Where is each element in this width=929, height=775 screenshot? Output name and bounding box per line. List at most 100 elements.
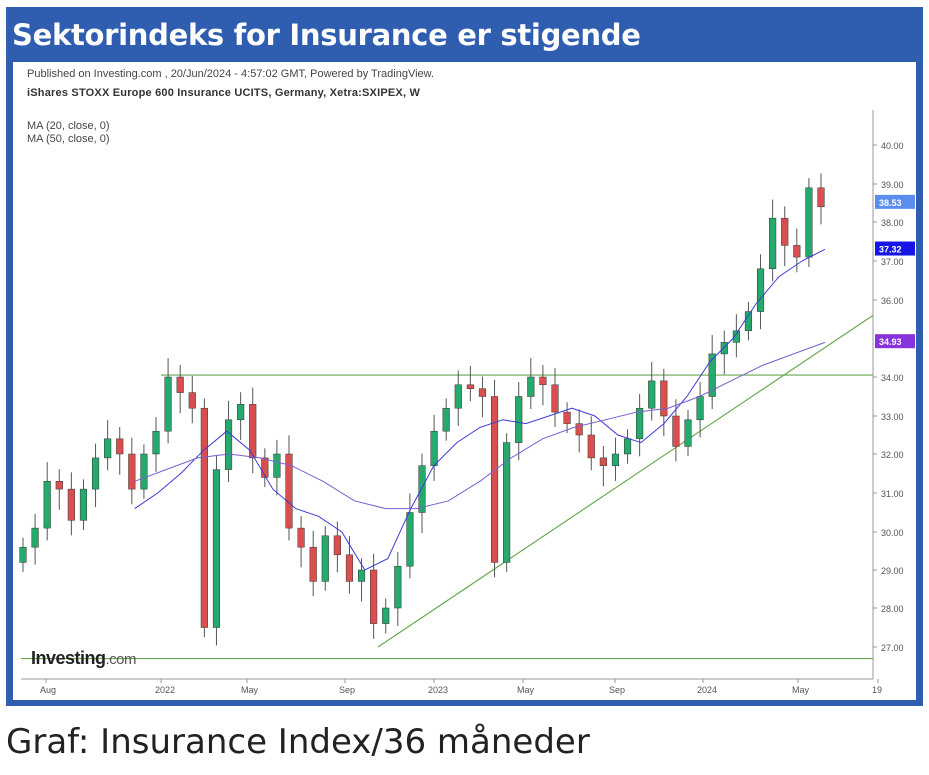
ma20-legend: MA (20, close, 0) bbox=[27, 120, 110, 132]
candle-body bbox=[793, 245, 801, 258]
x-tick-label: 2022 bbox=[155, 685, 175, 695]
candle-body bbox=[551, 384, 559, 413]
ma50-tag-bg bbox=[875, 334, 915, 349]
candle-body bbox=[297, 527, 305, 548]
candle-body bbox=[309, 546, 317, 582]
candle-body bbox=[430, 430, 438, 466]
last-price-tag-bg bbox=[875, 194, 915, 209]
candlestick-chart: 40.00 39.00 38.00 37.00 36.00 34.00 33.00 32.00… bbox=[19, 110, 915, 695]
y-tick-label: 29.00 bbox=[881, 566, 904, 576]
x-tick-label: May bbox=[792, 685, 810, 695]
candle-body bbox=[382, 607, 390, 624]
candle-body bbox=[91, 457, 100, 490]
candle-body bbox=[696, 396, 704, 421]
candle-body bbox=[188, 392, 196, 409]
published-note: Published on Investing.com , 20/Jun/2024… bbox=[27, 68, 435, 80]
candle-body bbox=[152, 430, 160, 455]
ma50-tag: 34.93 bbox=[879, 337, 902, 347]
candle-body bbox=[357, 569, 366, 582]
y-tick-label: 33.00 bbox=[881, 412, 904, 422]
y-tick-label: 30.00 bbox=[881, 528, 904, 538]
candle-body bbox=[527, 376, 535, 397]
candle-body bbox=[237, 404, 245, 421]
last-price-tag: 38.53 bbox=[879, 198, 902, 208]
candle-body bbox=[370, 569, 378, 624]
candle-body bbox=[611, 453, 620, 466]
candle-body bbox=[623, 438, 632, 455]
trend-line bbox=[377, 314, 874, 648]
candle-body bbox=[333, 535, 341, 556]
candle-body bbox=[67, 488, 75, 521]
candle-body bbox=[418, 465, 426, 513]
x-tick-label: Aug bbox=[40, 685, 56, 695]
ma20-line bbox=[134, 248, 826, 571]
y-tick-label: 32.00 bbox=[881, 450, 904, 460]
candle-body bbox=[285, 453, 293, 529]
candle-body bbox=[31, 527, 39, 548]
candle-body bbox=[490, 396, 499, 563]
candle-body bbox=[744, 311, 753, 332]
candle-body bbox=[406, 512, 414, 567]
candle-body bbox=[55, 481, 63, 490]
ma20-tag: 37.32 bbox=[879, 245, 902, 255]
y-tick-label: 31.00 bbox=[881, 489, 904, 499]
candle-body bbox=[503, 442, 511, 563]
candle-body bbox=[708, 353, 716, 397]
ma50-line bbox=[134, 341, 826, 510]
candle-body bbox=[43, 481, 51, 529]
candle-body bbox=[176, 376, 184, 393]
candle-body bbox=[684, 419, 692, 447]
candle-body bbox=[660, 380, 668, 417]
candle-body bbox=[756, 268, 765, 312]
candle-body bbox=[128, 453, 136, 490]
candle-body bbox=[599, 457, 607, 466]
candle-body bbox=[454, 384, 462, 409]
candle-body bbox=[575, 423, 583, 436]
candle-body bbox=[249, 404, 257, 459]
candle-body bbox=[212, 469, 221, 628]
candle-body bbox=[116, 438, 124, 455]
candle-body bbox=[273, 453, 281, 478]
symbol-title: iShares STOXX Europe 600 Insurance UCITS… bbox=[27, 87, 421, 99]
x-tick-label: Sep bbox=[609, 685, 625, 695]
banner-title: Sektorindeks for Insurance er stigende bbox=[12, 18, 641, 52]
x-tick-label: 2024 bbox=[697, 685, 717, 695]
candle-body bbox=[769, 217, 777, 270]
figure-caption: Graf: Insurance Index/36 måneder bbox=[6, 722, 590, 762]
candle-body bbox=[345, 554, 354, 582]
ma20-tag-bg bbox=[875, 241, 915, 256]
candle-body bbox=[224, 419, 233, 470]
y-tick-label: 40.00 bbox=[881, 141, 904, 151]
candle-body bbox=[539, 376, 547, 386]
candle-body bbox=[200, 407, 208, 628]
candle-body bbox=[636, 407, 644, 440]
candle-body bbox=[140, 453, 148, 490]
candle-body bbox=[781, 217, 789, 246]
y-tick-label: 39.00 bbox=[881, 180, 904, 190]
y-tick-label: 38.00 bbox=[881, 218, 904, 228]
candle-body bbox=[104, 438, 112, 459]
y-tick-label: 37.00 bbox=[881, 257, 904, 267]
x-tick-label: May bbox=[241, 685, 259, 695]
x-tick-label: 2023 bbox=[428, 685, 448, 695]
candle-body bbox=[466, 384, 474, 389]
candle-body bbox=[394, 565, 402, 609]
ma50-legend: MA (50, close, 0) bbox=[27, 133, 110, 145]
y-tick-label: 27.00 bbox=[881, 643, 904, 653]
candle-body bbox=[817, 187, 825, 208]
candle-body bbox=[672, 415, 680, 447]
y-tick-label: 34.00 bbox=[881, 373, 904, 383]
candle-body bbox=[19, 546, 27, 563]
candle-body bbox=[478, 388, 487, 397]
candle-body bbox=[732, 330, 740, 343]
candle-body bbox=[321, 535, 329, 582]
candle-body bbox=[805, 187, 813, 258]
investing-logo: Investing.com bbox=[31, 648, 137, 669]
x-tick-label: Sep bbox=[339, 685, 355, 695]
chart-panel: 40.00 39.00 38.00 37.00 36.00 34.00 33.00 32.00… bbox=[13, 62, 916, 700]
logo-suffix: .com bbox=[105, 651, 137, 668]
candle-body bbox=[515, 396, 523, 443]
candle-body bbox=[442, 407, 450, 432]
candle-body bbox=[164, 376, 172, 432]
candle-body bbox=[720, 342, 728, 355]
